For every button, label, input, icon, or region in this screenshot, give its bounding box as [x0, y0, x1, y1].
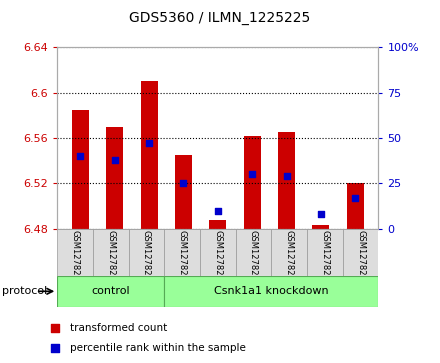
- Text: GSM1278267: GSM1278267: [356, 230, 365, 286]
- Bar: [106, 127, 123, 229]
- Bar: [57, 276, 164, 307]
- Point: [180, 180, 187, 186]
- Text: transformed count: transformed count: [70, 323, 168, 333]
- Bar: [271, 229, 307, 276]
- Text: GSM1278265: GSM1278265: [285, 230, 293, 286]
- Point: [317, 211, 324, 217]
- Point: [352, 195, 359, 201]
- Text: GSM1278259: GSM1278259: [70, 230, 80, 286]
- Bar: [209, 220, 227, 229]
- Point: [249, 171, 256, 177]
- Text: GSM1278263: GSM1278263: [213, 230, 222, 286]
- Bar: [164, 229, 200, 276]
- Bar: [200, 229, 236, 276]
- Bar: [343, 229, 378, 276]
- Point: [111, 157, 118, 163]
- Bar: [164, 276, 378, 307]
- Bar: [307, 229, 343, 276]
- Bar: [312, 225, 330, 229]
- Bar: [244, 136, 261, 229]
- Text: control: control: [92, 286, 130, 296]
- Bar: [93, 229, 128, 276]
- Point: [283, 173, 290, 179]
- Point: [330, 236, 337, 241]
- Bar: [347, 183, 364, 229]
- Text: GSM1278261: GSM1278261: [142, 230, 151, 286]
- Point: [214, 208, 221, 213]
- Text: protocol: protocol: [2, 286, 48, 297]
- Bar: [236, 229, 271, 276]
- Bar: [72, 110, 89, 229]
- Bar: [175, 155, 192, 229]
- Text: GSM1278266: GSM1278266: [320, 230, 330, 286]
- Bar: [140, 81, 158, 229]
- Text: GSM1278260: GSM1278260: [106, 230, 115, 286]
- Point: [77, 153, 84, 159]
- Text: GSM1278264: GSM1278264: [249, 230, 258, 286]
- Bar: [57, 229, 93, 276]
- Point: [146, 140, 153, 146]
- Bar: [128, 229, 164, 276]
- Point: [330, 50, 337, 56]
- Text: GDS5360 / ILMN_1225225: GDS5360 / ILMN_1225225: [129, 11, 311, 25]
- Text: percentile rank within the sample: percentile rank within the sample: [70, 343, 246, 354]
- Text: Csnk1a1 knockdown: Csnk1a1 knockdown: [214, 286, 329, 296]
- Text: GSM1278262: GSM1278262: [178, 230, 187, 286]
- Bar: [278, 132, 295, 229]
